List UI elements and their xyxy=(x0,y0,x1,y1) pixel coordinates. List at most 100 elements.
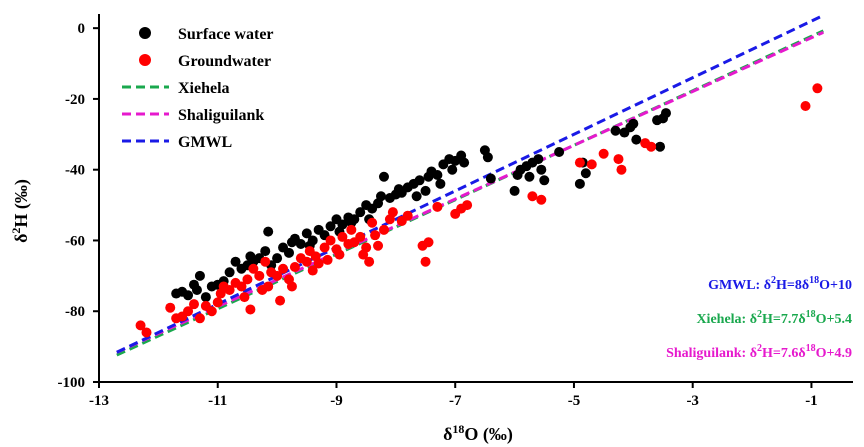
surface-water-point xyxy=(655,141,666,152)
groundwater-point xyxy=(275,295,286,306)
groundwater-point xyxy=(387,207,398,218)
surface-water-point xyxy=(580,168,591,179)
groundwater-point xyxy=(286,281,297,292)
surface-water-point xyxy=(435,178,446,189)
equation-superscript: 2 xyxy=(757,309,762,320)
groundwater-point xyxy=(245,304,256,315)
surface-water-point xyxy=(378,171,389,182)
surface-water-point xyxy=(482,152,493,163)
surface-water-point xyxy=(554,147,565,157)
surface-water-point xyxy=(509,185,520,196)
groundwater-point xyxy=(574,157,585,168)
equation-part: O+10 xyxy=(819,278,852,293)
surface-water-point xyxy=(536,164,547,175)
x-axis-title: δ18O (‰) xyxy=(443,422,513,445)
groundwater-point xyxy=(263,281,274,292)
groundwater-point xyxy=(361,242,372,253)
equation-part: H=7.6δ xyxy=(762,346,806,361)
groundwater-point xyxy=(432,201,443,212)
groundwater-point xyxy=(248,263,259,274)
surface-water-point xyxy=(224,267,235,278)
equation-part: O+5.4 xyxy=(816,312,852,327)
x-tick-label: -1 xyxy=(805,393,818,409)
groundwater-point xyxy=(242,274,253,285)
y-tick-label: -100 xyxy=(58,375,86,391)
shaliguilank-line xyxy=(116,30,824,354)
groundwater-point xyxy=(420,256,431,267)
groundwater-point xyxy=(536,194,547,205)
groundwater-point xyxy=(334,249,345,260)
surface-water-point xyxy=(628,118,639,129)
surface-water-point xyxy=(539,175,550,186)
groundwater-point xyxy=(236,281,247,292)
equation-part: H=8δ xyxy=(776,278,809,293)
surface-water-point xyxy=(230,256,241,267)
groundwater-point xyxy=(313,258,324,269)
surface-water-point xyxy=(533,154,544,165)
groundwater-point xyxy=(212,297,223,308)
y-axis-title-base: δ xyxy=(11,234,31,243)
y-axis-title-tail: H (‰) xyxy=(11,179,32,228)
legend-label-groundwater: Groundwater xyxy=(178,53,271,70)
surface-water-point xyxy=(194,270,205,281)
y-tick-label: 0 xyxy=(78,21,86,37)
surface-water-point xyxy=(459,157,470,168)
legend-marker-surface-water xyxy=(139,27,151,39)
surface-water-point xyxy=(631,134,642,145)
equation-annotations: GMWL: δ 2 H=8δ 18 O+10 Xiehela: δ2H=7.7δ18O+5… xyxy=(666,275,852,361)
equation-part: H=7.7δ xyxy=(762,312,806,327)
y-tick-label: -40 xyxy=(65,163,85,179)
groundwater-point xyxy=(301,256,312,267)
groundwater-point xyxy=(188,299,199,310)
x-tick-label: -13 xyxy=(89,393,109,409)
groundwater-point xyxy=(373,240,384,251)
surface-water-point xyxy=(283,247,294,258)
gmwl-line xyxy=(116,14,824,354)
equation-part: O+4.9 xyxy=(816,346,852,361)
groundwater-point xyxy=(367,217,378,228)
legend: Surface water Groundwater Xiehela Shaliguil… xyxy=(122,26,274,151)
surface-water-point xyxy=(191,285,202,295)
axes xyxy=(98,14,853,383)
surface-water-point xyxy=(325,221,336,232)
groundwater-point xyxy=(206,306,217,317)
legend-marker-groundwater xyxy=(139,54,151,66)
surface-water-point xyxy=(260,246,271,257)
x-tick-label: -5 xyxy=(568,393,581,409)
equation-label: Xiehela: δ2H=7.7δ18O+5.4 xyxy=(696,309,852,327)
groundwater-point xyxy=(319,242,330,253)
surface-water-point xyxy=(295,239,306,249)
x-tick-label: -11 xyxy=(208,393,227,409)
y-axis-title: δ2H (‰) xyxy=(9,179,32,243)
groundwater-point xyxy=(224,285,235,295)
equation-part: GMWL: δ xyxy=(708,278,771,293)
groundwater-point xyxy=(586,159,597,170)
x-axis-title-sup: 18 xyxy=(452,422,464,436)
equation-label: Shaliguilank: δ2H=7.6δ18O+4.9 xyxy=(666,343,852,361)
groundwater-point xyxy=(278,263,289,274)
x-tick-label: -9 xyxy=(330,393,343,409)
groundwater-point xyxy=(646,141,657,152)
groundwater-point xyxy=(254,270,265,281)
groundwater-point xyxy=(307,265,318,276)
equation-superscript: 18 xyxy=(806,343,816,354)
groundwater-point xyxy=(402,210,413,221)
groundwater-point xyxy=(194,313,205,324)
x-axis-title-base: δ xyxy=(443,424,452,444)
groundwater-point xyxy=(322,254,333,265)
groundwater-point xyxy=(183,306,194,317)
groundwater-point xyxy=(135,320,146,331)
groundwater-point xyxy=(462,200,473,211)
groundwater-point xyxy=(346,224,357,235)
groundwater-point xyxy=(527,191,538,202)
surface-water-point xyxy=(376,191,387,202)
surface-water-point xyxy=(574,178,585,189)
data-points xyxy=(135,83,823,338)
groundwater-point xyxy=(598,148,609,159)
groundwater-point xyxy=(272,270,283,281)
y-tick-label: -60 xyxy=(65,233,85,249)
surface-water-point xyxy=(447,164,458,175)
legend-label-gmwl: GMWL xyxy=(178,134,232,151)
surface-water-point xyxy=(307,235,318,246)
